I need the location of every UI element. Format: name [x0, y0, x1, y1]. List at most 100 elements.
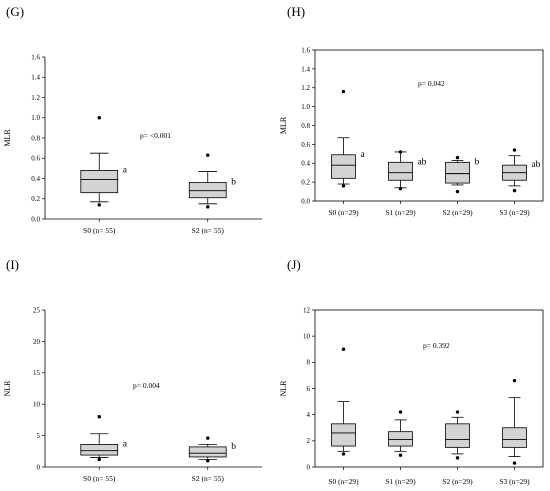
chart-panel-1: 0.0 0.2 0.4 0.6 0.8 1.0 1.2 1.4 1.6 MLR p= <0.001 S… [3, 53, 262, 235]
y-tick-label: 2 [307, 437, 311, 445]
outlier-point [398, 453, 403, 457]
x-tick-label: S1 (n=29) [385, 477, 416, 486]
box-iqr [388, 431, 413, 447]
y-tick-label: 1.6 [301, 46, 310, 54]
p-value-annotation: p= 0.042 [418, 79, 445, 88]
panel-label-h: (H) [287, 4, 306, 19]
outlier-point [97, 415, 101, 419]
x-tick-label: S0 (n= 55) [83, 226, 116, 235]
significance-letter: b [231, 442, 236, 452]
panel-label-j: (J) [287, 257, 301, 272]
chart-panel-3: 0 5 10 15 20 25 NLR p= 0.004 S0 (n= 55) a S2 (n= 5… [3, 306, 262, 483]
y-tick-label: 0.0 [301, 197, 310, 205]
x-tick-label: S0 (n=29) [328, 208, 359, 217]
y-tick-label: 0.2 [301, 179, 310, 187]
outlier-point [341, 347, 346, 351]
p-value-annotation: p= <0.001 [140, 131, 171, 140]
y-tick-label: 0.6 [301, 141, 310, 149]
box-1: a [80, 116, 128, 207]
panel-label-g: (G) [6, 4, 25, 19]
box-1: a [80, 415, 128, 462]
outlier-point [398, 150, 403, 154]
outlier-point [455, 189, 460, 194]
x-tick-label: S3 (n=29) [499, 477, 530, 486]
box-3 [445, 410, 470, 460]
outlier-point [341, 452, 346, 456]
box-2: b [188, 153, 236, 209]
x-tick-label: S2 (n= 55) [192, 226, 225, 235]
y-tick-label: 0.4 [301, 160, 310, 168]
box-2: b [188, 436, 236, 463]
outlier-point [341, 184, 346, 188]
outlier-point [206, 153, 210, 157]
box-2 [388, 410, 413, 457]
y-tick-label: 1.0 [301, 103, 310, 111]
x-tick-label: S3 (n=29) [499, 208, 530, 217]
box-iqr [188, 182, 227, 199]
x-tick-label: S0 (n= 55) [83, 474, 116, 483]
outlier-point [512, 378, 517, 383]
box-iqr [445, 423, 470, 448]
box-2: ab [388, 150, 427, 191]
y-axis-label: MLR [3, 129, 12, 147]
outlier-point [206, 436, 210, 440]
significance-letter: b [231, 178, 236, 188]
significance-letter: b [474, 157, 479, 167]
box-1: a [331, 89, 365, 188]
outlier-point [455, 456, 460, 460]
chart-panel-4: 0 2 4 6 8 10 12 NLR p= 0.392 S0 (n=29) S1 (n=29) S2… [279, 306, 544, 486]
significance-letter: a [123, 165, 128, 175]
chart-panel-2: 0.0 0.2 0.4 0.6 0.8 1.0 1.2 1.4 1.6 MLR p= 0.042 S0… [279, 46, 544, 217]
y-tick-label: 4 [307, 411, 311, 419]
outlier-point [512, 148, 517, 152]
y-tick-label: 8 [307, 359, 311, 367]
box-iqr [80, 443, 119, 456]
box-iqr [331, 423, 356, 447]
y-tick-label: 1.0 [31, 114, 40, 122]
y-tick-label: 1.4 [301, 65, 310, 73]
outlier-point [97, 203, 101, 207]
p-value-annotation: p= 0.004 [133, 381, 160, 390]
outlier-point [512, 188, 517, 193]
x-tick-label: S2 (n=29) [442, 208, 473, 217]
outlier-point [206, 205, 210, 209]
y-axis-label: NLR [279, 380, 288, 397]
x-tick-label: S2 (n= 55) [192, 474, 225, 483]
y-tick-label: 10 [303, 333, 311, 341]
y-tick-label: 0.2 [31, 195, 40, 203]
p-value-annotation: p= 0.392 [423, 341, 450, 350]
y-tick-label: 12 [303, 306, 311, 314]
outlier-point [206, 459, 210, 463]
box-iqr [388, 161, 413, 181]
box-3: b [445, 155, 479, 194]
y-tick-label: 0.6 [31, 155, 40, 163]
outlier-point [398, 187, 403, 191]
y-axis-label: NLR [3, 380, 12, 397]
y-tick-label: 0.0 [31, 215, 40, 223]
y-tick-label: 1.6 [31, 53, 40, 61]
outlier-point [97, 116, 101, 120]
y-tick-label: 15 [33, 369, 41, 377]
y-tick-label: 0.8 [31, 134, 40, 142]
outlier-point [455, 410, 460, 414]
y-tick-label: 0 [37, 463, 41, 471]
y-tick-label: 0 [307, 463, 311, 471]
box-iqr [80, 169, 119, 194]
x-tick-label: S2 (n=29) [442, 477, 473, 486]
outlier-point [341, 89, 346, 94]
outlier-point [455, 155, 460, 160]
significance-letter: a [360, 150, 365, 160]
y-tick-label: 0.8 [301, 122, 310, 130]
y-tick-label: 6 [307, 385, 311, 393]
significance-letter: ab [531, 160, 540, 170]
significance-letter: a [123, 439, 128, 449]
outlier-point [398, 410, 403, 414]
y-tick-label: 5 [37, 432, 41, 440]
y-tick-label: 1.4 [31, 74, 40, 82]
y-tick-label: 25 [33, 306, 41, 314]
box-iqr [502, 427, 527, 448]
panel-label-i: (I) [6, 257, 19, 272]
y-tick-label: 1.2 [301, 84, 310, 92]
y-tick-label: 20 [33, 338, 41, 346]
